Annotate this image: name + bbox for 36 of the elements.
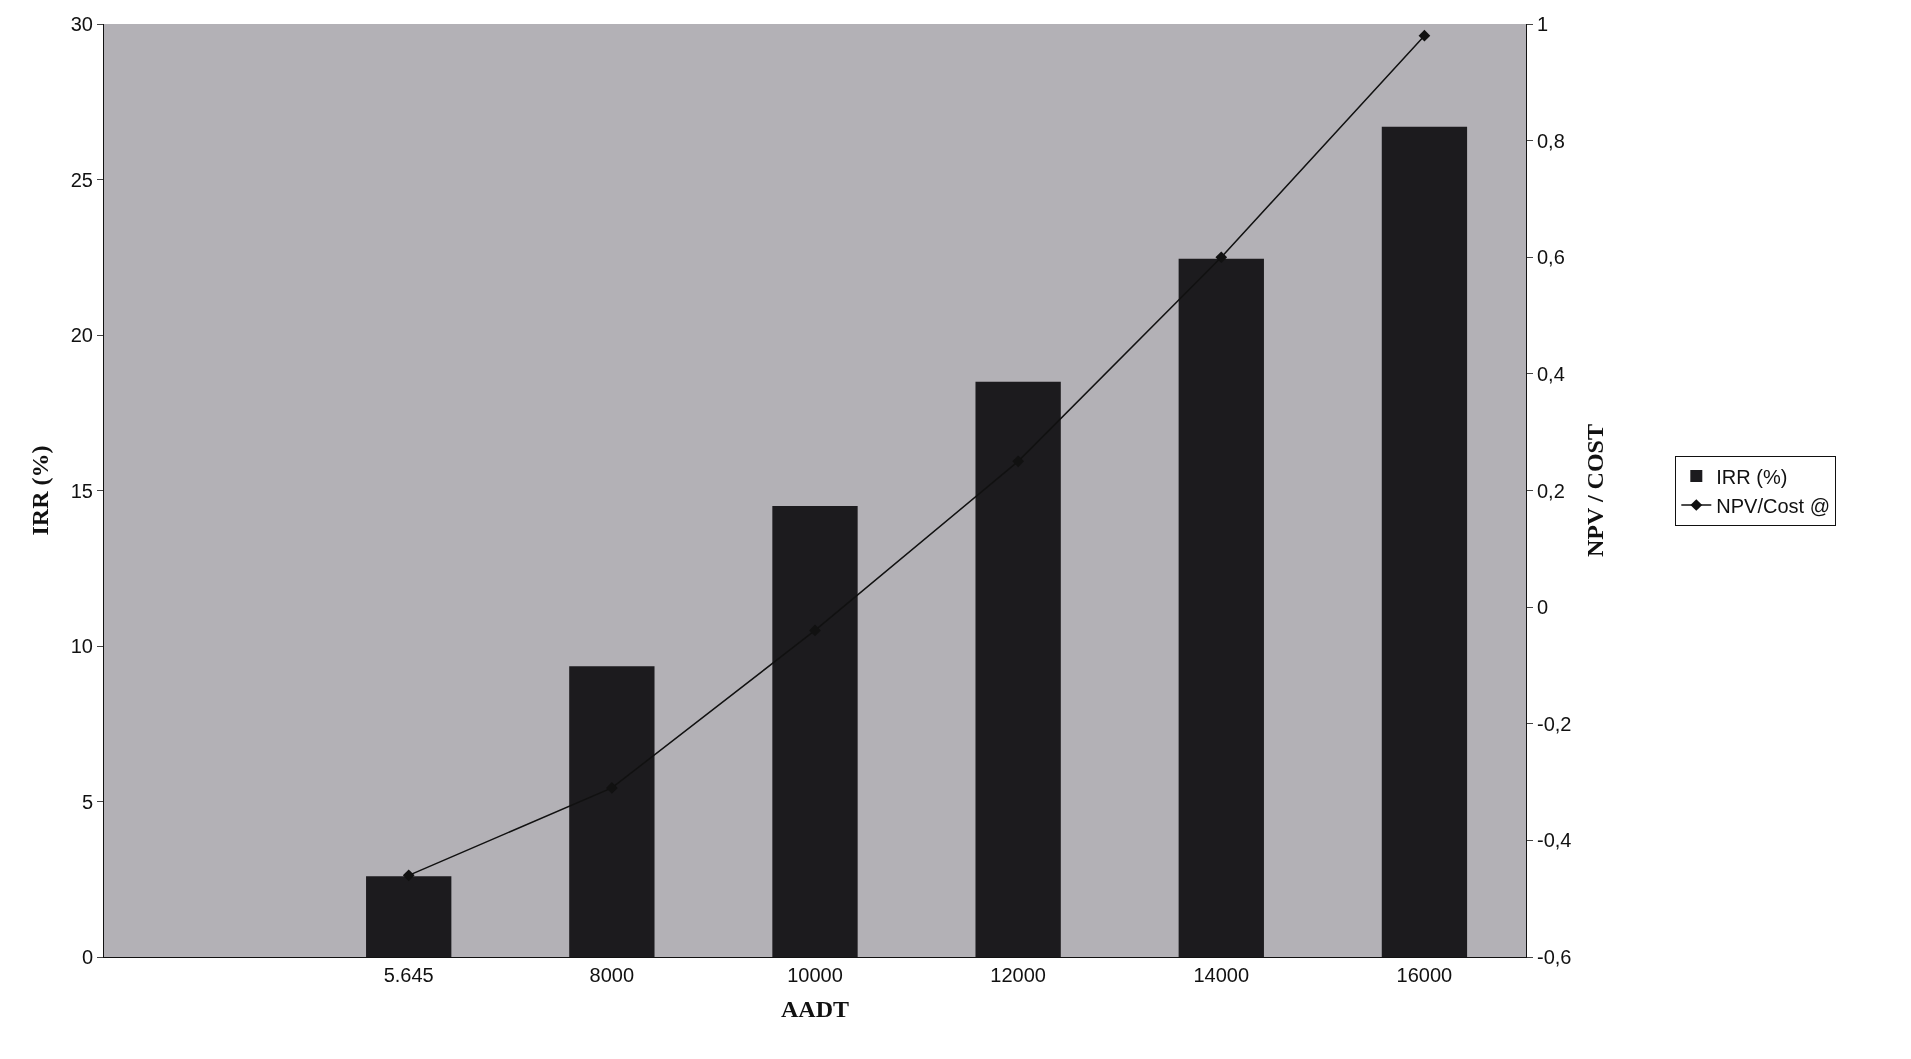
y-tick-label: 25 [70, 168, 93, 191]
bar [1381, 126, 1468, 957]
bar [1178, 258, 1264, 957]
bar [772, 506, 858, 957]
y-axis-title: IRR (%) [26, 445, 53, 536]
x-axis-title: AADT [780, 996, 850, 1023]
y2-tick-label: 1 [1537, 13, 1549, 35]
x-tick-label: 5.645 [383, 964, 434, 986]
y-tick-label: 5 [81, 790, 93, 813]
legend-label: IRR (%) [1716, 465, 1788, 488]
y-tick-label: 0 [81, 946, 93, 968]
x-tick-label: 10000 [787, 964, 843, 986]
x-tick-label: 8000 [589, 964, 635, 986]
y2-tick-label: -0,2 [1537, 712, 1572, 735]
y-tick-label: 20 [70, 324, 93, 346]
y2-axis-title: NPV / COST [1581, 424, 1608, 557]
y2-tick-label: 0 [1537, 596, 1549, 619]
bar [569, 666, 655, 957]
y2-tick-label: -0,6 [1537, 946, 1572, 968]
x-tick-label: 16000 [1396, 964, 1453, 986]
y2-tick-label: 0,4 [1537, 362, 1565, 385]
y2-tick-label: 0,2 [1537, 479, 1565, 502]
y-tick-label: 30 [70, 13, 93, 35]
point [402, 869, 415, 882]
x-tick-label: 14000 [1193, 964, 1250, 986]
point [1215, 251, 1228, 264]
y2-tick-label: 0,6 [1537, 246, 1565, 269]
x-tick-label: 12000 [990, 964, 1046, 986]
legend-label: NPV/Cost @ [1716, 494, 1830, 517]
point [1418, 29, 1431, 42]
bar [975, 381, 1061, 957]
y-tick-label: 15 [70, 479, 93, 502]
y2-tick-label: 0,8 [1537, 129, 1565, 152]
y-tick-label: 10 [70, 635, 93, 657]
y2-tick-label: -0,4 [1537, 829, 1572, 852]
bar [366, 876, 452, 957]
